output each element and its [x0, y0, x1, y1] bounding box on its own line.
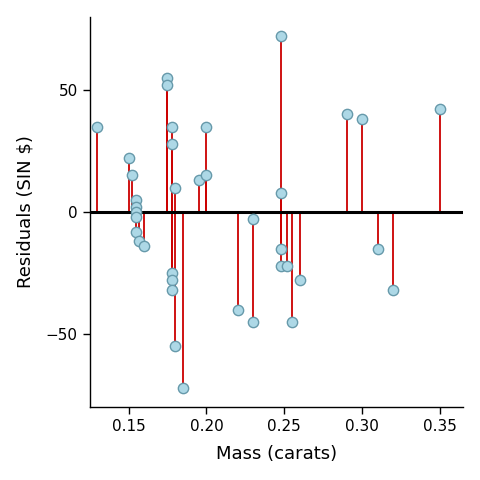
- Point: [234, 306, 241, 313]
- Point: [249, 318, 257, 326]
- Point: [132, 213, 140, 221]
- Point: [389, 287, 397, 294]
- Point: [203, 171, 210, 179]
- Point: [179, 384, 187, 392]
- Point: [374, 245, 382, 252]
- Point: [284, 262, 291, 270]
- Point: [135, 238, 143, 245]
- Point: [249, 216, 257, 223]
- Point: [296, 276, 304, 284]
- Point: [436, 106, 444, 113]
- Point: [277, 189, 285, 196]
- Point: [168, 276, 176, 284]
- Point: [358, 115, 366, 123]
- Point: [132, 196, 140, 204]
- Point: [168, 140, 176, 147]
- Y-axis label: Residuals (SIN $): Residuals (SIN $): [17, 136, 35, 288]
- Point: [168, 123, 176, 131]
- X-axis label: Mass (carats): Mass (carats): [216, 445, 337, 463]
- Point: [94, 123, 101, 131]
- Point: [164, 74, 171, 82]
- Point: [168, 287, 176, 294]
- Point: [132, 228, 140, 235]
- Point: [203, 123, 210, 131]
- Point: [277, 32, 285, 40]
- Point: [164, 81, 171, 89]
- Point: [168, 269, 176, 277]
- Point: [140, 242, 148, 250]
- Point: [132, 208, 140, 216]
- Point: [132, 204, 140, 211]
- Point: [343, 110, 350, 118]
- Point: [288, 318, 296, 326]
- Point: [171, 184, 179, 192]
- Point: [277, 262, 285, 270]
- Point: [128, 171, 135, 179]
- Point: [125, 155, 132, 162]
- Point: [277, 245, 285, 252]
- Point: [171, 343, 179, 350]
- Point: [195, 177, 203, 184]
